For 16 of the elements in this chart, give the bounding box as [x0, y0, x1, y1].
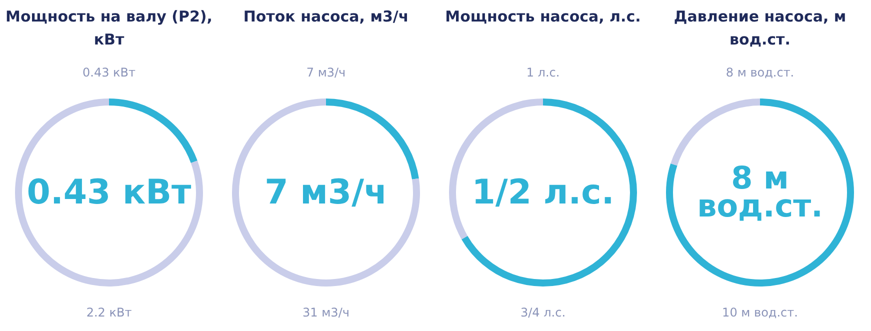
text: 10 м вод.ст.: [722, 306, 798, 320]
chart-title: Мощность насоса, л.с.: [445, 8, 641, 26]
text: 7 м3/ч: [306, 66, 346, 80]
chart-title: Поток насоса, м3/ч: [243, 8, 409, 26]
chart-title: Мощность на валу (P2), кВт: [6, 8, 212, 48]
text: 1 л.с.: [526, 66, 560, 80]
text: 1/2 л.с.: [472, 172, 614, 212]
chart-title: Давление насоса, м вод.ст.: [674, 8, 846, 48]
text: 7 м3/ч: [264, 172, 388, 212]
text: 3/4 л.с.: [520, 306, 566, 320]
text: 0.43 кВт: [26, 172, 192, 212]
text: 2.2 кВт: [86, 306, 132, 320]
text: 8 м вод.ст.: [697, 160, 823, 224]
text: 31 м3/ч: [302, 306, 350, 320]
text: 0.43 кВт: [82, 66, 136, 80]
text: 8 м вод.ст.: [726, 66, 794, 80]
